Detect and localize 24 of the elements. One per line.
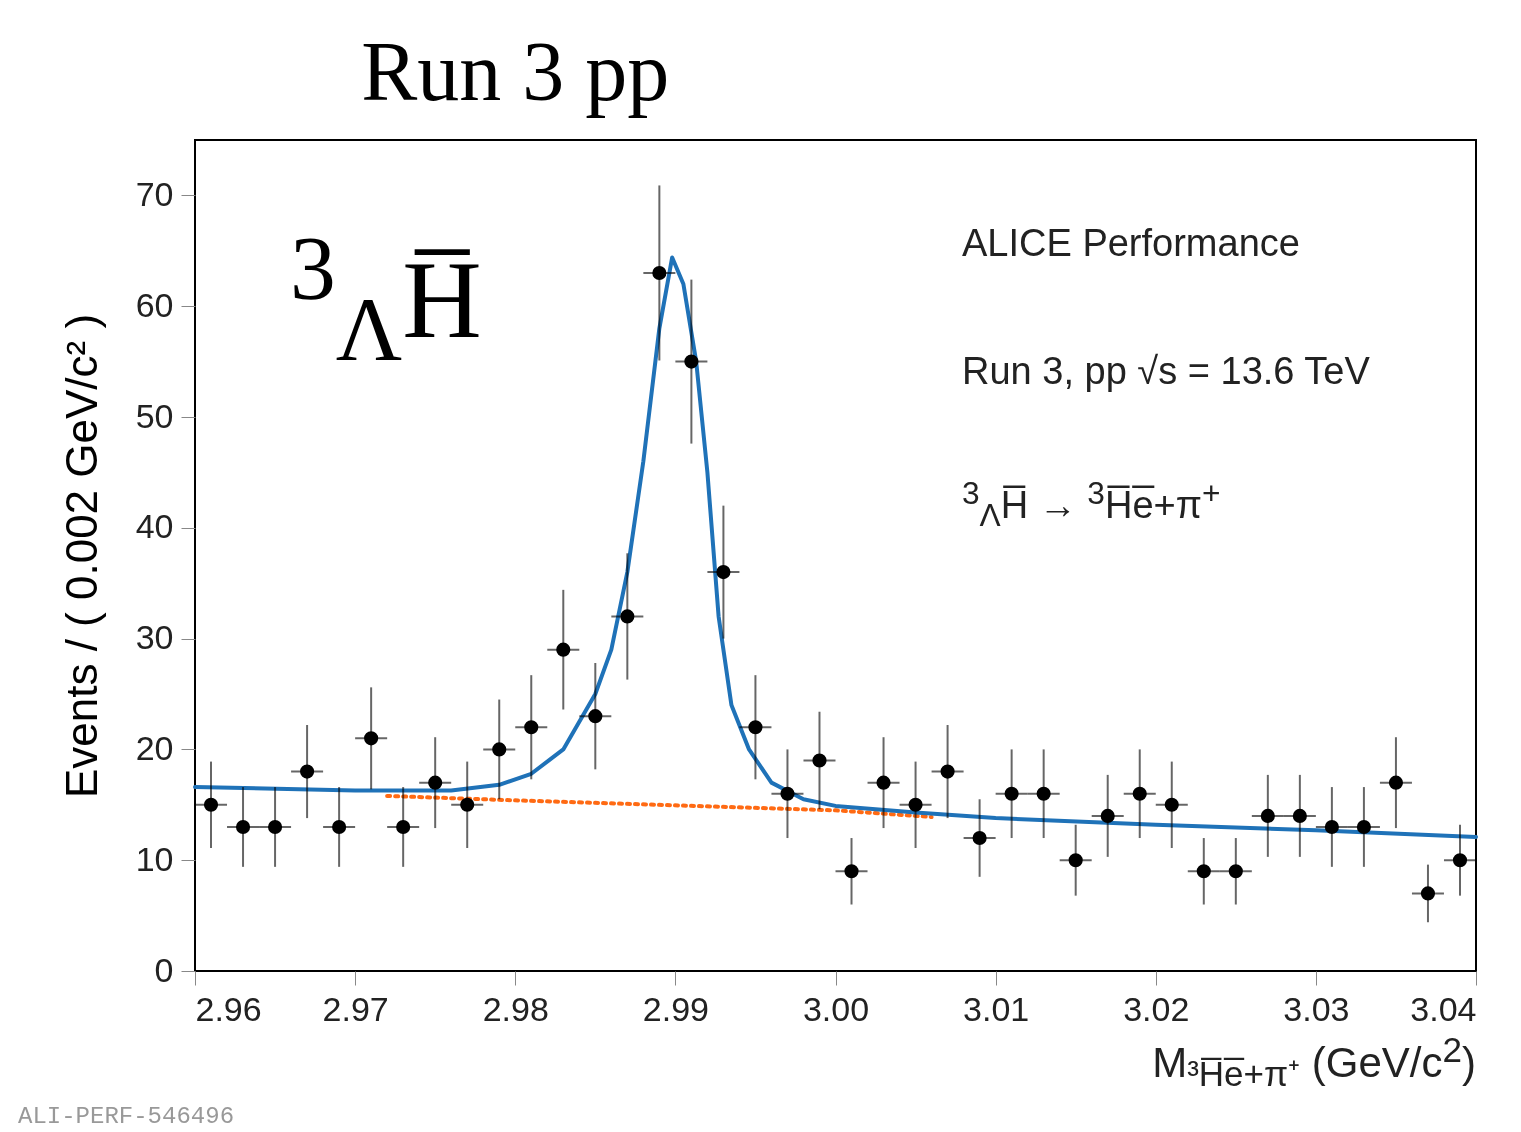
text: ALI-PERF-546496 (18, 1103, 235, 1130)
chart-title: Run 3 pp (361, 25, 670, 118)
annotation: Run 3, pp √s = 13.6 TeV (962, 350, 1370, 393)
x-tick-label: 3.03 (1283, 989, 1350, 1028)
x-tick-label: 3.00 (802, 989, 870, 1028)
y-tick-label: 40 (135, 507, 174, 546)
y-tick-label: 20 (135, 728, 174, 767)
y-axis-title: Events / ( 0.002 GeV/c² ) (56, 313, 106, 799)
x-axis-title: M$_{³H̅e̅+π⁺}$ (GeV/c$^{2}$) (1152, 1030, 1476, 1096)
line-series (385, 793, 934, 819)
x-tick-label: 2.97 (322, 989, 389, 1028)
y-tick-label: 50 (135, 396, 174, 435)
y-tick-label: 60 (135, 285, 174, 324)
x-tick-label: 2.98 (482, 989, 549, 1028)
x-tick-label: 2.96 (195, 989, 262, 1028)
x-tick-label: 3.02 (1123, 989, 1190, 1028)
x-tick-label: 3.01 (963, 989, 1030, 1028)
y-tick-label: 70 (135, 174, 174, 213)
y-tick-label: 10 (135, 839, 174, 878)
y-tick-label: 0 (154, 950, 174, 989)
x-tick-label: 3.04 (1410, 989, 1477, 1028)
annotation: ALICE Performance (962, 222, 1300, 265)
x-tick-label: 2.99 (642, 989, 709, 1028)
y-tick-label: 30 (135, 618, 174, 657)
